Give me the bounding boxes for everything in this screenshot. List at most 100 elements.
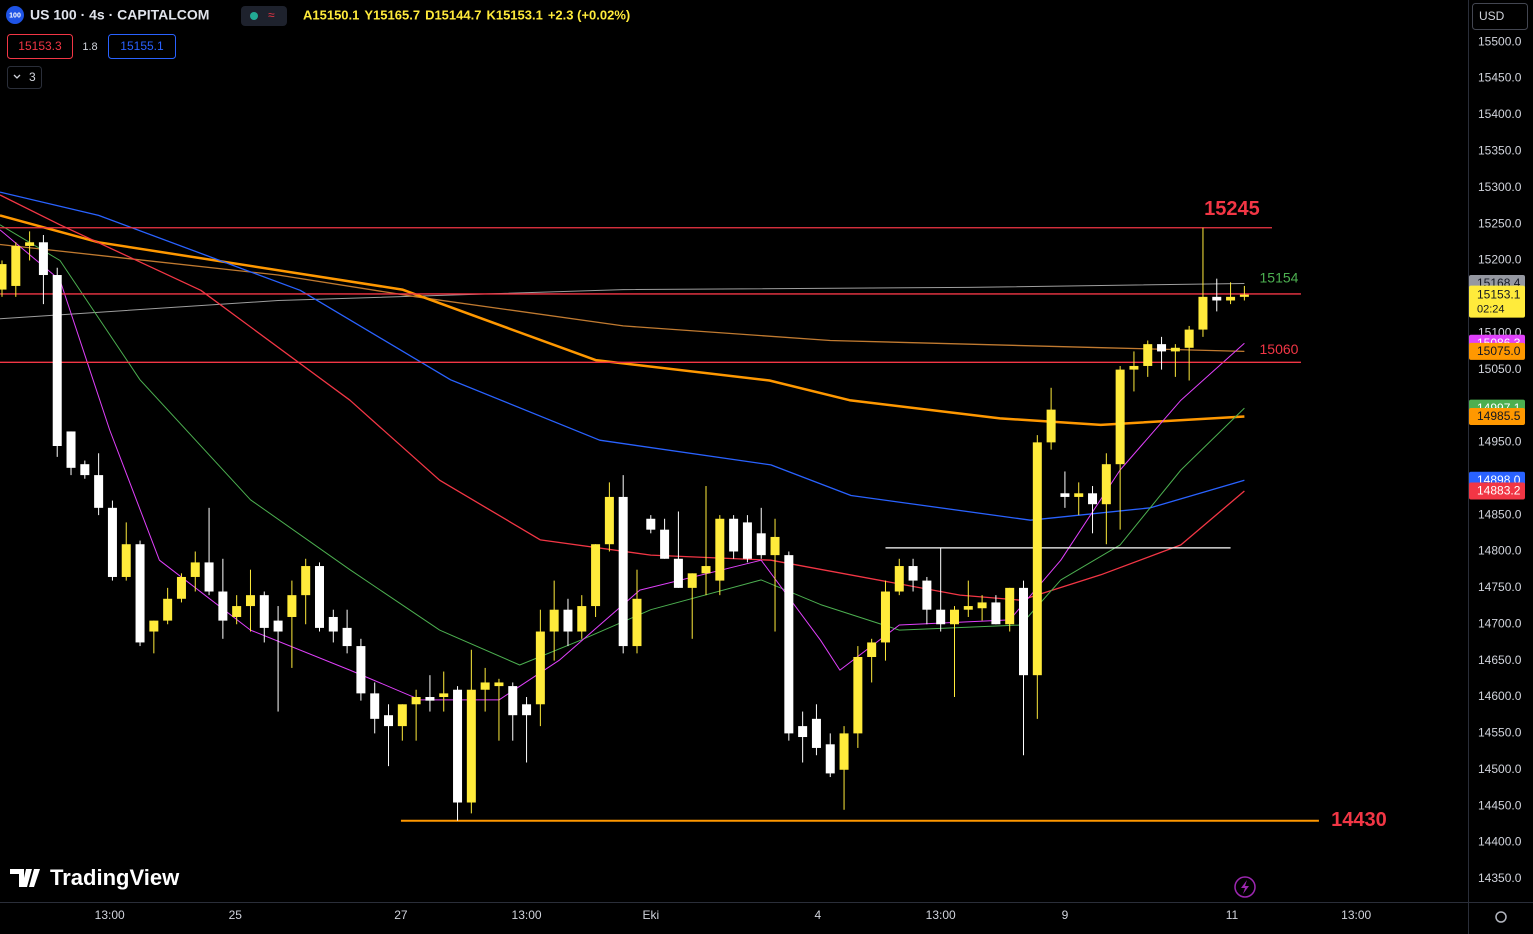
price-tag <box>1469 482 1525 500</box>
candle-body <box>232 606 242 617</box>
candle-body <box>701 566 711 574</box>
y-tick-label: 14500.0 <box>1478 762 1522 776</box>
candle-body <box>646 518 656 530</box>
candle-body <box>38 242 48 276</box>
candle-body <box>1129 365 1139 370</box>
lightning-icon <box>1241 880 1249 894</box>
level-label: 14430 <box>1331 809 1387 831</box>
candle-body <box>811 718 821 748</box>
candle-body <box>563 609 573 632</box>
sell-price[interactable]: 15153.3 <box>18 39 62 53</box>
y-tick-label: 14750.0 <box>1478 580 1522 594</box>
candle-body <box>176 576 186 599</box>
y-tick-label: 14350.0 <box>1478 871 1522 885</box>
candle-body <box>853 656 863 734</box>
lightning-button[interactable] <box>1234 876 1256 898</box>
ohlc-value: +2.3 (+0.02%) <box>548 7 630 22</box>
plot-area <box>0 191 1319 822</box>
candle-body <box>121 544 131 577</box>
candle-body <box>784 555 794 734</box>
candle-body <box>370 693 380 719</box>
moving-average <box>0 229 1245 701</box>
candle-body <box>825 744 835 774</box>
candle-body <box>1212 296 1222 301</box>
y-tick-label: 14700.0 <box>1478 616 1522 630</box>
settings-button[interactable] <box>1495 911 1507 923</box>
candle-body <box>549 609 559 632</box>
candle-body <box>949 609 959 625</box>
candle-body <box>660 529 670 559</box>
header: 100 US 100 · 4s · CAPITALCOM ≈ A15150.1 Y… <box>6 3 1528 89</box>
currency[interactable]: USD <box>1479 9 1505 23</box>
indicators-toggle[interactable] <box>7 66 42 89</box>
ohlc-value: K15153.1 <box>486 7 542 22</box>
currency-button[interactable] <box>1472 3 1528 30</box>
candle-body <box>756 533 766 556</box>
candle-body <box>922 580 932 610</box>
chevron-icon <box>13 74 21 79</box>
indicators-count: 3 <box>29 70 36 84</box>
candle-body <box>798 726 808 738</box>
x-tick-label: Eki <box>642 908 659 922</box>
candle-body <box>1060 493 1070 497</box>
candle-body <box>977 602 987 609</box>
y-tick-label: 14650.0 <box>1478 653 1522 667</box>
candle-body <box>577 606 587 632</box>
candle-body <box>522 704 532 716</box>
sell-button[interactable] <box>7 34 73 59</box>
y-tick-label: 15500.0 <box>1478 34 1522 48</box>
candle-body <box>314 566 324 628</box>
candle-body <box>618 496 628 647</box>
level-label: 15060 <box>1260 341 1299 357</box>
candle-body <box>273 620 283 632</box>
candle-body <box>411 697 421 705</box>
candle-body <box>963 606 973 610</box>
y-tick-label: 15250.0 <box>1478 216 1522 230</box>
y-tick-label: 15400.0 <box>1478 107 1522 121</box>
candle-body <box>439 693 449 698</box>
y-tick-label: 15200.0 <box>1478 253 1522 267</box>
x-tick-label: 13:00 <box>95 908 125 922</box>
status-badge[interactable] <box>241 6 287 26</box>
candle-body <box>894 566 904 592</box>
buy-price[interactable]: 15155.1 <box>120 39 164 53</box>
symbol-title[interactable]: US 100 · 4s · CAPITALCOM <box>30 7 209 23</box>
candle-body <box>11 245 21 286</box>
y-tick-label: 14800.0 <box>1478 544 1522 558</box>
price-tag <box>1469 408 1525 426</box>
candle-body <box>190 562 200 577</box>
candle-body <box>259 595 269 628</box>
moving-average <box>0 214 1245 427</box>
candle-body <box>466 689 476 803</box>
candle-body <box>245 595 255 607</box>
candle-body <box>204 562 214 592</box>
y-tick-label: 15300.0 <box>1478 180 1522 194</box>
candle-body <box>397 704 407 727</box>
x-tick-label: 27 <box>394 908 408 922</box>
x-tick-label: 13:00 <box>512 908 542 922</box>
buy-button[interactable] <box>108 34 176 59</box>
ohlc-value: Y15165.7 <box>364 7 420 22</box>
moving-average <box>0 243 1245 353</box>
candle-body <box>1170 347 1180 352</box>
candle-body <box>729 518 739 552</box>
candle-body <box>1184 329 1194 348</box>
status-dot <box>250 12 258 20</box>
moving-average <box>0 283 1245 320</box>
ohlc-value: D15144.7 <box>425 7 481 22</box>
candle-body <box>149 620 159 632</box>
y-tick-label: 15050.0 <box>1478 362 1522 376</box>
candle-body <box>673 558 683 588</box>
candle-body <box>632 598 642 647</box>
candle-body <box>94 475 104 508</box>
x-tick-label: 13:00 <box>1341 908 1371 922</box>
candle-body <box>1239 294 1249 297</box>
x-tick-label: 11 <box>1226 908 1239 922</box>
symbol-icon <box>6 6 24 24</box>
candle-body <box>535 631 545 705</box>
x-tick-label: 9 <box>1062 908 1069 922</box>
ohlc-values: A15150.1 Y15165.7 D15144.7 K15153.1 +2.3 (+0… <box>303 7 630 22</box>
